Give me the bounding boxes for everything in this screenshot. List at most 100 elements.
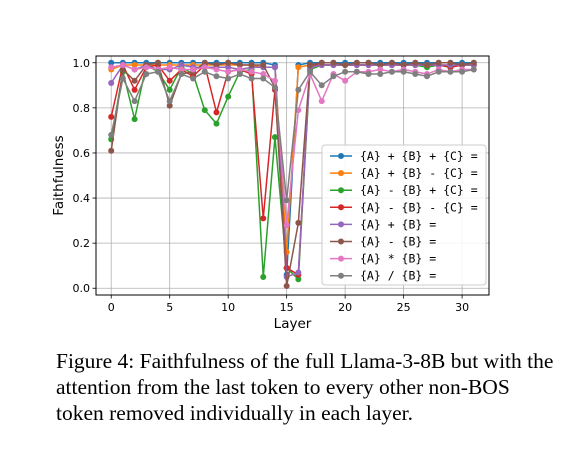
data-point (365, 59, 372, 66)
data-point (131, 98, 138, 105)
data-point (201, 107, 208, 114)
x-tick-label: 5 (166, 301, 173, 314)
data-point (248, 62, 255, 69)
data-point (143, 64, 150, 71)
data-point (459, 68, 466, 75)
data-point (213, 120, 220, 127)
data-point (119, 66, 126, 73)
x-tick-label: 0 (108, 301, 115, 314)
legend-item: {A} + {B} = (330, 217, 436, 231)
legend-label: {A} / {B} = (360, 269, 436, 283)
data-point (459, 62, 466, 69)
data-point (154, 59, 161, 66)
data-point (318, 59, 325, 66)
data-point (154, 68, 161, 75)
data-point (260, 75, 267, 82)
data-point (435, 59, 442, 66)
y-axis-label: Faithfulness (51, 135, 67, 215)
data-point (307, 62, 314, 69)
data-point (213, 66, 220, 73)
data-point (424, 62, 431, 69)
data-point (435, 68, 442, 75)
data-point (225, 59, 232, 66)
data-point (225, 64, 232, 71)
y-tick-label: 0.4 (73, 192, 91, 205)
data-point (330, 73, 337, 80)
data-point (412, 71, 419, 78)
data-point (260, 71, 267, 78)
data-point (108, 59, 115, 66)
data-point (119, 75, 126, 82)
x-axis-label: Layer (274, 316, 312, 332)
legend-swatch-marker (338, 153, 344, 159)
data-point (424, 73, 431, 80)
y-tick-label: 0.0 (73, 282, 91, 295)
data-point (166, 64, 173, 71)
legend-label: {A} + {B} = (360, 217, 436, 231)
data-point (236, 71, 243, 78)
x-tick-label: 30 (455, 301, 469, 314)
data-point (178, 71, 185, 78)
data-point (190, 75, 197, 82)
data-point (166, 98, 173, 105)
data-point (236, 66, 243, 73)
data-point (400, 68, 407, 75)
legend-swatch-marker (338, 187, 344, 194)
data-point (318, 82, 325, 89)
data-point (271, 134, 278, 141)
legend-item: {A} + {B} + {C} = (330, 149, 478, 163)
data-point (260, 62, 267, 69)
data-point (377, 66, 384, 73)
legend-swatch-marker (338, 272, 344, 279)
data-point (236, 62, 243, 69)
data-point (271, 77, 278, 84)
data-point (353, 59, 360, 66)
data-point (388, 68, 395, 75)
legend-label: {A} - {B} - {C} = (360, 200, 478, 214)
data-point (295, 269, 302, 276)
data-point (131, 66, 138, 73)
data-point (131, 62, 138, 69)
legend-swatch-marker (338, 238, 344, 245)
legend-swatch-marker (338, 204, 344, 211)
axis-ticks: 0 5 10 15 20 25 30 0.0 0.2 0.4 0.6 0.8 1.0 (73, 57, 470, 314)
data-point (470, 66, 477, 73)
data-point (295, 86, 302, 93)
data-point (295, 64, 302, 71)
x-tick-label: 20 (338, 301, 352, 314)
legend-item: {A} - {B} + {C} = (330, 183, 478, 197)
legend-item: {A} + {B} - {C} = (330, 166, 478, 180)
data-point (307, 68, 314, 75)
legend-label: {A} - {B} + {C} = (360, 183, 478, 197)
data-point (108, 80, 115, 87)
data-point (271, 84, 278, 91)
data-point (283, 197, 290, 204)
legend-box (321, 144, 487, 286)
data-point (470, 59, 477, 66)
x-tick-label: 15 (280, 301, 294, 314)
data-point (447, 59, 454, 66)
legend-label: {A} * {B} = (360, 252, 436, 266)
data-point (213, 62, 220, 69)
data-point (318, 98, 325, 105)
data-point (201, 64, 208, 71)
data-point (178, 66, 185, 73)
data-point (213, 109, 220, 116)
data-point (119, 62, 126, 69)
y-tick-label: 0.8 (73, 102, 91, 115)
data-point (166, 86, 173, 93)
data-point (330, 59, 337, 66)
data-point (108, 147, 115, 154)
data-point (353, 68, 360, 75)
data-point (295, 276, 302, 283)
data-point (166, 77, 173, 84)
x-tick-label: 25 (397, 301, 411, 314)
legend-item: {A} * {B} = (330, 252, 436, 266)
data-point (412, 59, 419, 66)
data-point (377, 62, 384, 69)
legend-item: {A} - {B} - {C} = (330, 200, 478, 214)
data-point (166, 102, 173, 109)
data-point (271, 64, 278, 71)
data-point (201, 59, 208, 66)
